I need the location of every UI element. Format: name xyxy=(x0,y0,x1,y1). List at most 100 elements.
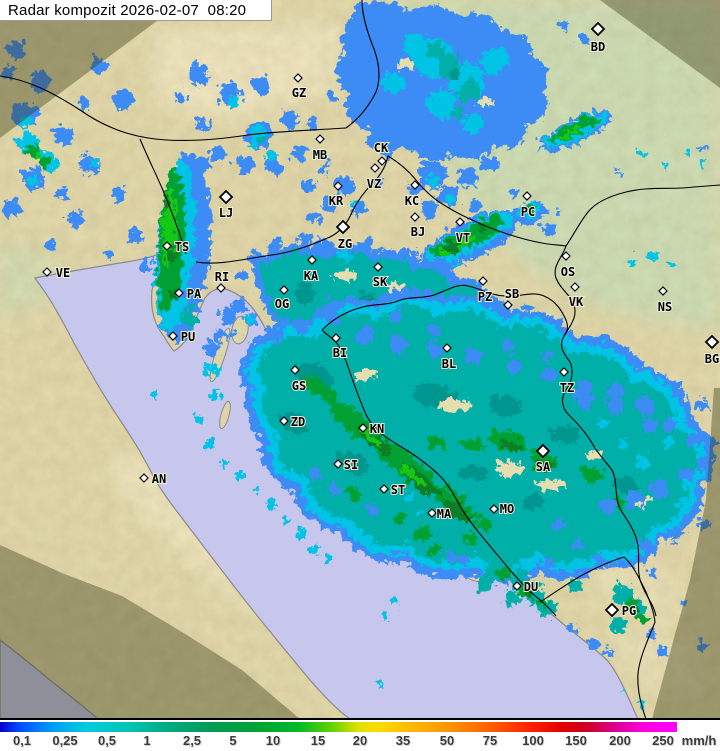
city-diamond-icon xyxy=(559,367,569,377)
city-diamond-icon xyxy=(162,241,172,251)
city-label-BJ: BJ xyxy=(411,225,425,239)
city-marker-BD: BD xyxy=(590,21,606,55)
title-bar: Radar kompozit 2026-02-07 08:20 xyxy=(0,0,272,21)
radar-map-canvas: VE TS LJ GZ MB KR CK VZ KC BD ZG BJ SK KA RI PA OG PU VT PC… xyxy=(0,0,720,719)
city-diamond-icon xyxy=(503,300,513,310)
city-diamond-icon xyxy=(373,262,383,272)
legend-labels: 0,1 0,25 0,5 1 2,5 5 10 15 20 35 50 75 100 150 200 250 m… xyxy=(0,733,720,751)
legend-tick-35: 35 xyxy=(395,733,411,748)
radar-coverage-edge xyxy=(0,0,720,719)
city-marker-MA: MA xyxy=(427,506,453,522)
city-diamond-icon xyxy=(42,267,52,277)
legend-tick-1: 1 xyxy=(143,733,151,748)
city-diamond-icon xyxy=(290,365,300,375)
city-label-PZ: PZ xyxy=(478,290,492,304)
city-diamond-icon xyxy=(307,255,317,265)
city-marker-ZD: ZD xyxy=(279,414,306,430)
city-marker-AN: AN xyxy=(139,471,167,487)
city-marker-BL: BL xyxy=(441,343,457,372)
city-marker-PC: PC xyxy=(520,191,536,220)
city-marker-KC: KC xyxy=(404,180,420,209)
precipitation-south-coast xyxy=(148,359,705,705)
city-label-BI: BI xyxy=(333,346,347,360)
city-label-TZ: TZ xyxy=(560,381,574,395)
city-diamond-icon xyxy=(570,282,580,292)
city-diamond-icon xyxy=(590,21,606,37)
city-label-CK: CK xyxy=(374,141,389,155)
legend-tick-5: 5 xyxy=(229,733,237,748)
city-diamond-icon xyxy=(535,443,551,459)
city-marker-MO: MO xyxy=(489,501,515,517)
legend-unit: mm/h xyxy=(681,733,717,748)
legend-tick-50: 50 xyxy=(439,733,455,748)
city-label-BL: BL xyxy=(442,357,456,371)
city-diamond-icon xyxy=(427,508,437,518)
city-diamond-icon xyxy=(168,331,178,341)
precipitation-slovenia xyxy=(172,62,335,189)
city-label-BD: BD xyxy=(591,40,605,54)
city-marker-MB: MB xyxy=(312,134,328,163)
city-diamond-icon xyxy=(410,180,420,190)
city-diamond-icon xyxy=(379,484,389,494)
city-marker-ZG: ZG xyxy=(335,219,353,252)
city-label-VT: VT xyxy=(456,231,470,245)
city-marker-PA: PA xyxy=(174,286,203,302)
legend-tick-200: 200 xyxy=(609,733,631,748)
city-marker-GS: GS xyxy=(290,365,307,394)
radar-map: VE TS LJ GZ MB KR CK VZ KC BD ZG BJ SK KA RI PA OG PU VT PC… xyxy=(0,0,720,719)
city-label-RI: RI xyxy=(215,270,229,284)
city-diamond-icon xyxy=(293,73,303,83)
legend-tick-20: 20 xyxy=(352,733,368,748)
city-label-KN: KN xyxy=(370,422,384,436)
city-marker-VE: VE xyxy=(42,265,71,281)
city-markers: VE TS LJ GZ MB KR CK VZ KC BD ZG BJ SK KA RI PA OG PU VT PC… xyxy=(42,21,720,619)
city-label-NS: NS xyxy=(658,300,672,314)
city-marker-NS: NS xyxy=(657,286,673,315)
precipitation-north-mass xyxy=(306,0,585,222)
city-label-DU: DU xyxy=(524,580,538,594)
legend-tick-0_25: 0,25 xyxy=(52,733,78,748)
city-diamond-icon xyxy=(489,504,499,514)
city-label-KC: KC xyxy=(405,194,419,208)
city-label-PA: PA xyxy=(187,287,202,301)
legend-tick-15: 15 xyxy=(310,733,326,748)
legend-tick-10: 10 xyxy=(265,733,281,748)
city-diamond-icon xyxy=(333,181,343,191)
city-marker-LJ: LJ xyxy=(218,189,234,221)
city-label-GZ: GZ xyxy=(292,86,306,100)
legend-tick-100: 100 xyxy=(522,733,544,748)
city-marker-BJ: BJ xyxy=(410,212,426,240)
city-label-MO: MO xyxy=(500,502,514,516)
city-marker-BI: BI xyxy=(331,333,348,361)
precipitation-nw-alps xyxy=(0,39,148,268)
page-title: Radar kompozit 2026-02-07 08:20 xyxy=(8,1,247,19)
city-diamond-icon xyxy=(704,334,720,350)
city-marker-KR: KR xyxy=(328,181,345,209)
city-label-SK: SK xyxy=(373,275,388,289)
city-diamond-icon xyxy=(658,286,668,296)
city-marker-KN: KN xyxy=(358,421,385,437)
city-diamond-icon xyxy=(279,416,289,426)
city-label-SB: SB xyxy=(505,287,519,301)
city-diamond-icon xyxy=(216,283,226,293)
legend-tick-2_5: 2,5 xyxy=(182,733,202,748)
city-marker-PG: PG xyxy=(604,602,637,619)
city-marker-SI: SI xyxy=(333,457,359,473)
city-diamond-icon xyxy=(442,343,452,353)
city-marker-CK: CK xyxy=(373,140,390,166)
city-marker-VZ: VZ xyxy=(366,163,382,192)
city-label-VZ: VZ xyxy=(367,177,381,191)
legend-tick-0_1: 0,1 xyxy=(12,733,32,748)
city-diamond-icon xyxy=(478,276,488,286)
city-diamond-icon xyxy=(315,134,325,144)
city-label-PU: PU xyxy=(181,330,195,344)
city-diamond-icon xyxy=(512,581,522,591)
city-diamond-icon xyxy=(410,212,420,222)
city-label-AN: AN xyxy=(152,472,166,486)
city-diamond-icon xyxy=(139,473,149,483)
legend-tick-250: 250 xyxy=(652,733,674,748)
city-label-PC: PC xyxy=(521,205,535,219)
city-label-MA: MA xyxy=(437,507,452,521)
city-diamond-icon xyxy=(218,189,234,205)
